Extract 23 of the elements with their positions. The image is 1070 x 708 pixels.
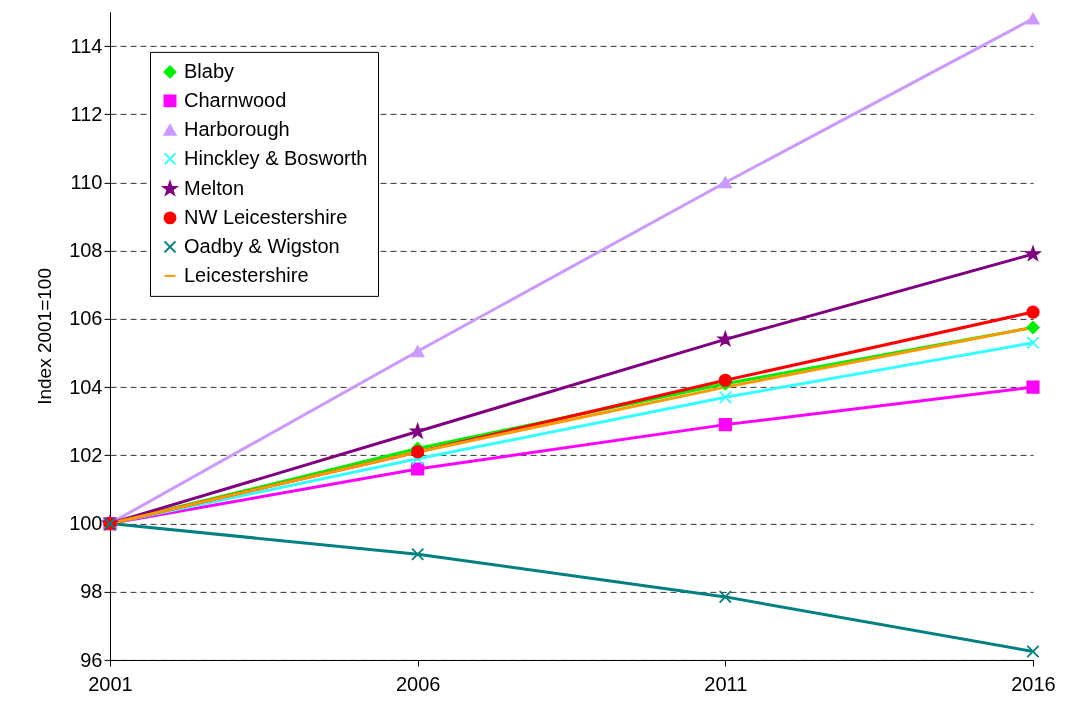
- y-tick-label: 100: [69, 512, 103, 535]
- y-tick-label: 108: [69, 239, 103, 262]
- x-tick-label: 2006: [395, 672, 441, 695]
- legend-label: Oadby & Wigston: [184, 234, 340, 257]
- legend-label: Harborough: [184, 117, 290, 140]
- y-tick-label: 96: [80, 648, 103, 671]
- legend-label: Charnwood: [184, 88, 287, 111]
- legend-label: Hinckley & Bosworth: [184, 146, 368, 169]
- y-tick-label: 112: [70, 102, 103, 125]
- y-tick-label: 106: [69, 307, 103, 330]
- legend-label: Blaby: [184, 59, 235, 82]
- legend-label: NW Leicestershire: [184, 205, 348, 228]
- y-tick-label: 98: [80, 580, 103, 603]
- legend-label: Leicestershire: [184, 263, 309, 286]
- y-tick-label: 104: [69, 375, 103, 398]
- x-tick-label: 2016: [1011, 672, 1056, 695]
- x-tick-label: 2011: [704, 672, 748, 695]
- y-tick-label: 110: [70, 170, 103, 193]
- x-tick-label: 2001: [88, 672, 133, 695]
- legend-label: Melton: [184, 176, 245, 199]
- y-axis-title: Index 2001=100: [34, 268, 56, 405]
- y-tick-label: 102: [69, 443, 103, 466]
- y-tick-label: 114: [70, 34, 103, 57]
